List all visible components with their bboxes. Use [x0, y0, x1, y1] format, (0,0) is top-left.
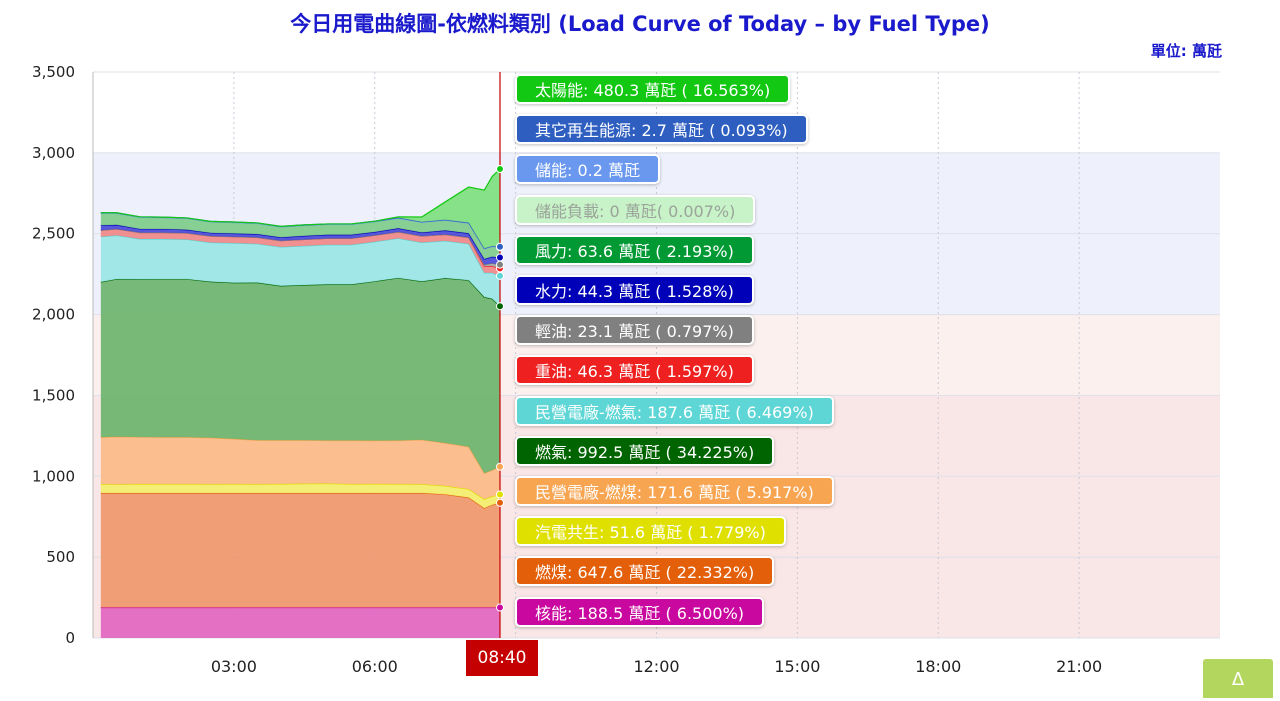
y-tick-label: 2,000 [32, 306, 75, 324]
marker-核能 [495, 603, 504, 612]
y-tick-label: 1,500 [32, 386, 75, 404]
toggle-button[interactable]: Δ [1203, 659, 1273, 698]
cursor-time-label: 08:40 [466, 640, 538, 676]
x-tick-label: 06:00 [352, 657, 398, 676]
chart-title: 今日用電曲線圖-依燃料類別 (Load Curve of Today – by … [290, 12, 990, 36]
x-tick-label: 18:00 [915, 657, 961, 676]
area-汽電共生 [100, 483, 500, 509]
marker-太陽能 [495, 165, 504, 174]
area-燃煤 [100, 493, 500, 608]
tooltip-其它再生能源: 其它再生能源: 2.7 萬瓩 ( 0.093%) [515, 114, 808, 145]
y-tick-label: 0 [65, 629, 75, 647]
marker-燃煤 [495, 498, 504, 507]
y-tick-label: 500 [46, 548, 75, 566]
x-tick-label: 21:00 [1056, 657, 1102, 676]
x-tick-label: 03:00 [211, 657, 257, 676]
area-核能 [100, 607, 500, 638]
marker-輕油 [495, 260, 504, 269]
tooltip-燃氣: 燃氣: 992.5 萬瓩 ( 34.225%) [515, 435, 775, 466]
x-tick-label: 15:00 [774, 657, 820, 676]
stacked-areas [100, 168, 501, 638]
area-重油 [100, 228, 500, 276]
marker-民營電廠-燃煤 [495, 462, 504, 471]
marker-民營電廠-燃氣 [495, 271, 504, 280]
tooltip-核能: 核能: 188.5 萬瓩 ( 6.500%) [515, 596, 765, 627]
tooltip-輕油: 輕油: 23.1 萬瓩 ( 0.797%) [515, 315, 754, 346]
y-tick-label: 3,000 [32, 144, 75, 162]
tooltip-重油: 重油: 46.3 萬瓩 ( 1.597%) [515, 355, 754, 386]
area-民營電廠-燃氣 [100, 235, 500, 307]
tooltip-儲能: 儲能: 0.2 萬瓩 [515, 154, 661, 185]
tooltip-燃煤: 燃煤: 647.6 萬瓩 ( 22.332%) [515, 556, 775, 587]
axes: 0 500 1,000 1,500 2,000 2,500 3,000 3,500 03:00 0… [32, 63, 1102, 676]
tooltip-民營電廠-燃氣: 民營電廠-燃氣: 187.6 萬瓩 ( 6.469%) [515, 395, 834, 426]
unit-label: 單位: 萬瓩 [1150, 42, 1222, 60]
tooltip-儲能負載: 儲能負載: 0 萬瓩( 0.007%) [515, 194, 756, 225]
area-燃氣 [100, 277, 500, 474]
line-太陽能 [100, 168, 501, 227]
y-tick-label: 1,000 [32, 467, 75, 485]
time-cursor [495, 72, 504, 638]
area-民營電廠-燃煤 [100, 436, 500, 500]
x-tick-label: 12:00 [633, 657, 679, 676]
tooltip-風力: 風力: 63.6 萬瓩 ( 2.193%) [515, 234, 754, 265]
marker-汽電共生 [495, 490, 504, 499]
y-tick-label: 2,500 [32, 225, 75, 243]
marker-其它再生能源 [495, 242, 504, 251]
marker-水力 [495, 253, 504, 262]
marker-燃氣 [495, 302, 504, 311]
tooltip-水力: 水力: 44.3 萬瓩 ( 1.528%) [515, 275, 754, 305]
tooltip-民營電廠-燃煤: 民營電廠-燃煤: 171.6 萬瓩 ( 5.917%) [515, 476, 834, 506]
tooltip-汽電共生: 汽電共生: 51.6 萬瓩 ( 1.779%) [515, 516, 786, 547]
y-tick-label: 3,500 [32, 63, 75, 81]
tooltip-太陽能: 太陽能: 480.3 萬瓩 ( 16.563%) [515, 74, 791, 104]
area-風力 [100, 213, 500, 260]
